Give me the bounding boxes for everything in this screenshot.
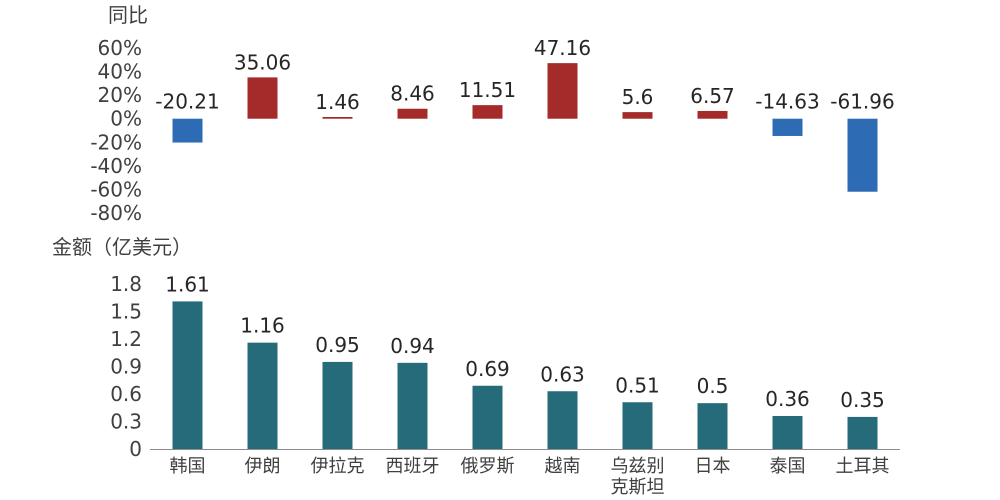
top-y-tick-label: -60% (90, 177, 142, 201)
top-chart-title: 同比 (108, 3, 148, 27)
amount-chart: 金额（亿美元） 1.8 1.5 1.2 0.9 0.6 0.3 0 1.61 1.16 0.95… (52, 235, 900, 498)
top-bar (172, 118, 203, 143)
top-data-label: 35.06 (234, 50, 291, 74)
bottom-data-label: 0.94 (390, 334, 435, 358)
top-bar (547, 63, 578, 119)
top-bar (472, 105, 503, 119)
bottom-data-label: 0.36 (765, 387, 810, 411)
top-y-axis: 60%40%20%0%-20%-40%-60%-80% (90, 36, 142, 225)
top-y-tick-label: 40% (98, 60, 142, 84)
top-data-label: 47.16 (534, 36, 591, 60)
bottom-bar (847, 416, 878, 449)
top-y-tick-label: 20% (98, 83, 142, 107)
category-label: 韩国 (170, 456, 206, 477)
top-data-label: 11.51 (459, 78, 516, 102)
bottom-data-label: 1.16 (240, 314, 285, 338)
bottom-data-label: 0.35 (840, 388, 885, 412)
bottom-y-tick-label: 1.8 (110, 272, 142, 296)
bottom-data-label: 0.5 (697, 374, 729, 398)
bottom-bar (547, 391, 578, 449)
bottom-data-label: 0.63 (540, 362, 585, 386)
bottom-bar (247, 342, 278, 449)
category-label: 克斯坦 (611, 477, 665, 498)
bottom-data-label: 0.51 (615, 373, 660, 397)
top-data-label: -20.21 (155, 90, 219, 114)
bottom-y-tick-label: 0 (129, 437, 142, 461)
bottom-data-label: 1.61 (165, 272, 210, 296)
bottom-bar (397, 362, 428, 449)
top-data-label: 5.6 (622, 85, 654, 109)
bottom-bar (322, 361, 353, 449)
bottom-bar (697, 403, 728, 449)
category-label: 泰国 (770, 456, 806, 477)
bottom-data-label: 0.95 (315, 333, 360, 357)
category-label: 日本 (695, 456, 731, 477)
bottom-bar (472, 385, 503, 449)
top-bar (397, 108, 428, 119)
category-label: 伊朗 (245, 456, 281, 477)
top-data-labels: -20.21 35.06 1.46 8.46 11.51 47.16 5.6 6.57 -14.… (155, 36, 894, 114)
top-bar (622, 112, 653, 119)
top-data-label: -14.63 (755, 90, 819, 114)
bottom-bars (172, 301, 878, 449)
top-y-tick-label: -40% (90, 154, 142, 178)
category-label: 俄罗斯 (461, 456, 515, 477)
top-data-label: 1.46 (315, 90, 360, 114)
top-y-tick-label: -20% (90, 130, 142, 154)
category-label: 越南 (545, 456, 581, 477)
top-data-label: 8.46 (390, 82, 435, 106)
bottom-y-tick-label: 1.2 (110, 327, 142, 351)
top-bar (847, 118, 878, 192)
bottom-y-tick-label: 0.9 (110, 355, 142, 379)
category-label: 土耳其 (836, 456, 890, 477)
top-y-tick-label: -80% (90, 201, 142, 225)
top-bar (697, 110, 728, 119)
top-y-tick-label: 0% (110, 107, 142, 131)
bottom-bar (622, 402, 653, 449)
category-label: 乌兹别 (611, 456, 665, 477)
bottom-bar (172, 301, 203, 449)
top-bar (247, 77, 278, 119)
top-data-label: -61.96 (830, 90, 894, 114)
bottom-chart-title: 金额（亿美元） (52, 235, 192, 259)
bottom-y-tick-label: 0.6 (110, 382, 142, 406)
top-bar (772, 118, 803, 136)
top-bars (172, 63, 878, 192)
category-label: 伊拉克 (311, 456, 365, 477)
category-label: 西班牙 (386, 456, 440, 477)
yoy-growth-chart: 同比 60%40%20%0%-20%-40%-60%-80% -20.21 35.… (90, 3, 894, 225)
top-y-tick-label: 60% (98, 36, 142, 60)
bottom-data-labels: 1.61 1.16 0.95 0.94 0.69 0.63 0.51 0.5 0.36 0.35 (165, 272, 885, 412)
bottom-y-axis: 1.8 1.5 1.2 0.9 0.6 0.3 0 (110, 272, 142, 461)
bottom-bar (772, 416, 803, 449)
top-data-label: 6.57 (690, 84, 735, 108)
bottom-y-tick-label: 1.5 (110, 300, 142, 324)
bottom-data-label: 0.69 (465, 357, 510, 381)
top-bar (322, 116, 353, 119)
bottom-y-tick-label: 0.3 (110, 410, 142, 434)
